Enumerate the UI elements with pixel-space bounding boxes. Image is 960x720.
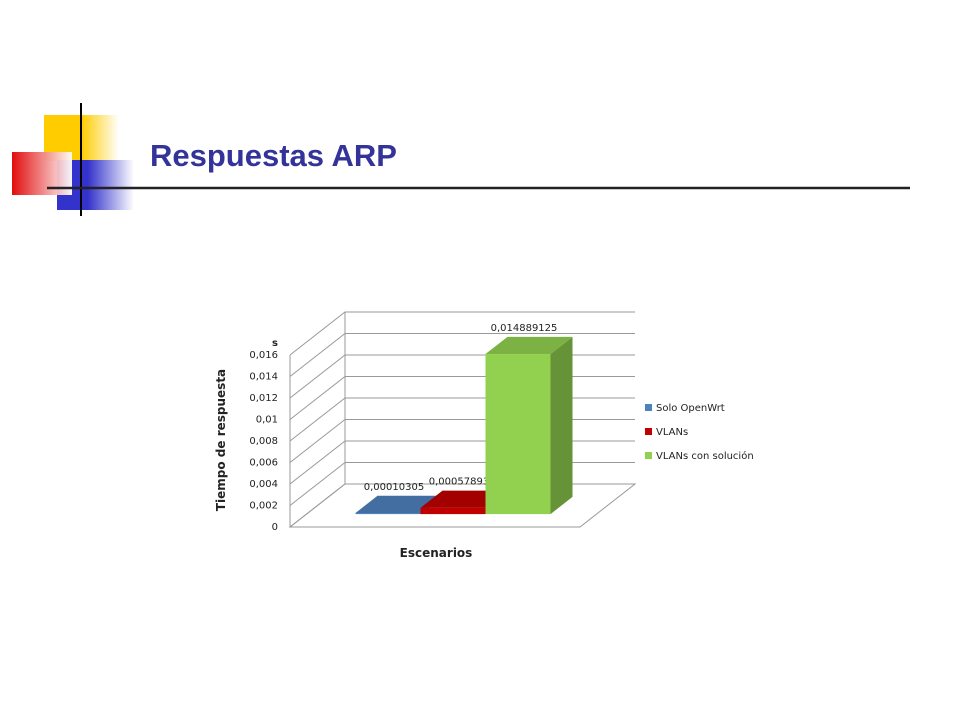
- value-label: 0,00010305: [364, 482, 424, 493]
- legend-label: VLANs: [656, 427, 688, 438]
- y-tick-label: 0: [272, 522, 278, 533]
- y-tick-label: 0,004: [249, 479, 278, 490]
- y-tick-label: 0,01: [256, 415, 278, 426]
- y-tick-label: 0,006: [249, 458, 278, 469]
- bar: [485, 354, 551, 515]
- bar: [355, 512, 421, 515]
- y-tick-label: 0,012: [249, 393, 278, 404]
- y-axis-title: Tiempo de respuesta: [214, 369, 228, 511]
- value-label: 0,00057893: [429, 477, 489, 488]
- legend-swatch: [645, 404, 652, 411]
- legend-label: VLANs con solución: [656, 450, 754, 462]
- slide-title: Respuestas ARP: [150, 138, 397, 173]
- bar-top: [485, 336, 573, 355]
- y-tick-label: 0,016: [249, 350, 278, 361]
- legend-label: Solo OpenWrt: [656, 403, 725, 414]
- y-tick-label: 0,008: [249, 436, 278, 447]
- grid-line: [289, 333, 635, 377]
- y-unit: s: [272, 338, 278, 349]
- chart: s Tiempo de respuesta Escenarios 0 0,002 0…: [214, 311, 754, 560]
- x-axis-title: Escenarios: [400, 546, 473, 560]
- legend-swatch: [645, 452, 652, 459]
- y-tick-label: 0,002: [249, 501, 278, 512]
- value-label: 0,014889125: [491, 323, 558, 334]
- legend-swatch: [645, 428, 652, 435]
- y-tick-label: 0,014: [249, 372, 278, 383]
- grid-line: [289, 311, 635, 356]
- bar: [420, 507, 486, 515]
- bar-side: [550, 336, 573, 515]
